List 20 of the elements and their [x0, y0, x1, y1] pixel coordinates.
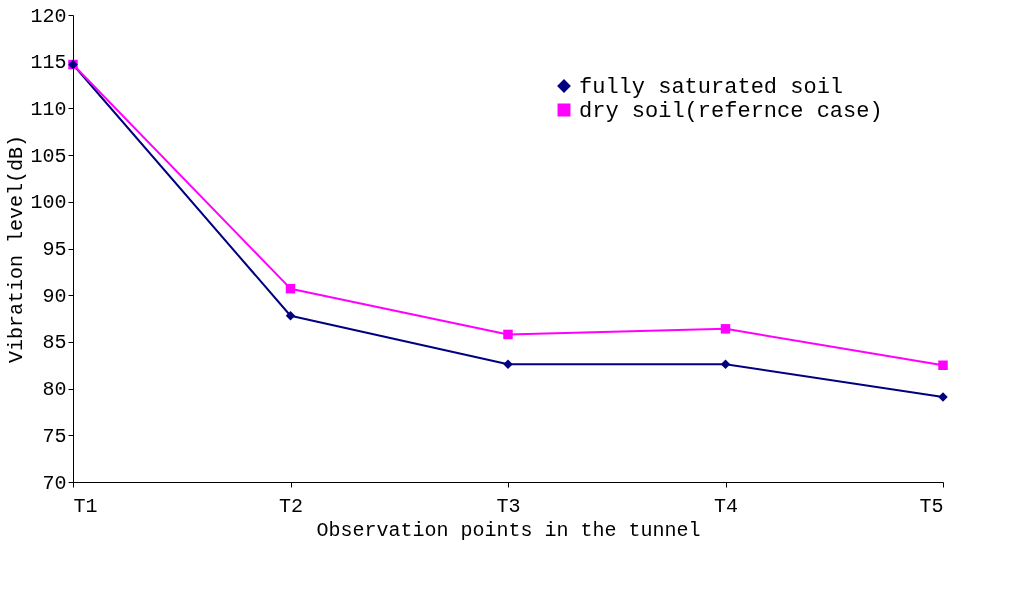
y-tick-label: 75: [42, 424, 67, 448]
y-tick-label: 110: [30, 97, 67, 121]
x-tick-label: T3: [496, 494, 521, 518]
y-tick-label: 105: [30, 144, 67, 168]
y-tick-label: 90: [42, 284, 67, 308]
y-tick-label: 85: [42, 331, 67, 355]
x-axis-title: Observation points in the tunnel: [316, 518, 701, 542]
y-tick-label: 120: [30, 4, 67, 28]
legend-label: fully saturated soil: [579, 75, 844, 100]
y-tick-label: 80: [42, 378, 67, 402]
y-tick-label: 95: [42, 238, 67, 261]
x-tick-label: T4: [713, 494, 739, 518]
legend-label: dry soil(refernce case): [579, 99, 883, 124]
y-tick-label: 115: [30, 51, 67, 75]
x-tick-label: T1: [73, 494, 98, 518]
y-tick-label: 100: [30, 191, 67, 215]
x-tick-label: T5: [919, 494, 944, 518]
x-tick-label: T2: [278, 494, 304, 518]
y-tick-label: 70: [42, 471, 67, 495]
y-axis-title: Vibration level(dB): [5, 134, 29, 364]
